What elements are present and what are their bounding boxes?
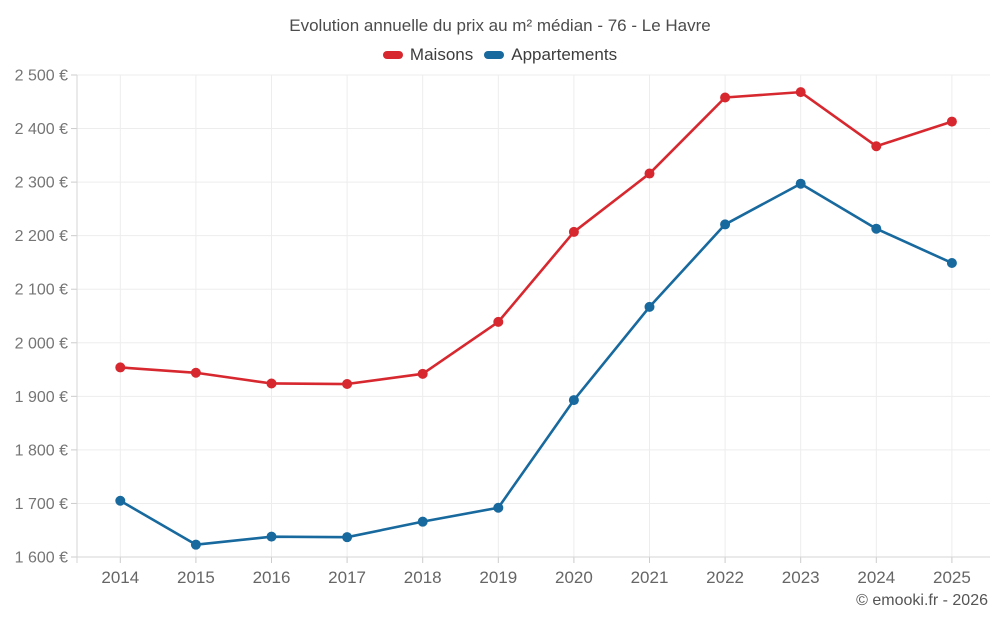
y-tick-label: 1 800 € bbox=[15, 442, 68, 459]
x-tick-label: 2021 bbox=[631, 568, 669, 587]
data-point-maisons-2018[interactable] bbox=[417, 368, 428, 379]
data-point-maisons-2015[interactable] bbox=[190, 367, 201, 378]
data-point-appartements-2014[interactable] bbox=[115, 495, 126, 506]
x-tick-label: 2019 bbox=[479, 568, 517, 587]
data-point-maisons-2016[interactable] bbox=[266, 378, 277, 389]
x-tick-label: 2015 bbox=[177, 568, 215, 587]
data-point-appartements-2021[interactable] bbox=[644, 301, 655, 312]
legend-item-appartements[interactable]: Appartements bbox=[484, 45, 617, 65]
chart-legend: Maisons Appartements bbox=[0, 45, 1000, 65]
y-tick-label: 1 600 € bbox=[15, 550, 68, 567]
data-point-appartements-2016[interactable] bbox=[266, 531, 277, 542]
x-tick-label: 2024 bbox=[857, 568, 895, 587]
data-point-maisons-2022[interactable] bbox=[720, 92, 731, 103]
series-line-appartements bbox=[119, 182, 954, 546]
legend-label-maisons: Maisons bbox=[409, 45, 474, 64]
legend-label-appartements: Appartements bbox=[511, 45, 618, 64]
y-tick-label: 2 300 € bbox=[15, 175, 68, 192]
data-point-appartements-2025[interactable] bbox=[946, 257, 957, 268]
y-tick-label: 2 000 € bbox=[15, 335, 68, 352]
x-tick-label: 2022 bbox=[706, 568, 744, 587]
chart-title: Evolution annuelle du prix au m² médian … bbox=[289, 16, 711, 35]
x-tick-label: 2016 bbox=[253, 568, 291, 587]
copyright-footer: © emooki.fr - 2026 bbox=[856, 592, 988, 609]
data-point-appartements-2018[interactable] bbox=[417, 516, 428, 527]
data-point-appartements-2022[interactable] bbox=[720, 219, 731, 230]
data-point-appartements-2015[interactable] bbox=[190, 539, 201, 550]
data-point-appartements-2019[interactable] bbox=[493, 502, 504, 513]
data-point-appartements-2020[interactable] bbox=[568, 395, 579, 406]
x-tick-label: 2014 bbox=[101, 568, 139, 587]
data-point-maisons-2019[interactable] bbox=[493, 316, 504, 327]
data-point-maisons-2017[interactable] bbox=[342, 379, 353, 390]
data-point-appartements-2023[interactable] bbox=[795, 178, 806, 189]
maisons-swatch-icon bbox=[382, 51, 403, 59]
data-point-maisons-2023[interactable] bbox=[795, 87, 806, 98]
data-point-appartements-2024[interactable] bbox=[871, 223, 882, 234]
data-point-maisons-2025[interactable] bbox=[946, 116, 957, 127]
data-point-appartements-2017[interactable] bbox=[342, 532, 353, 543]
y-tick-label: 1 700 € bbox=[15, 496, 68, 513]
y-tick-label: 2 100 € bbox=[15, 282, 68, 299]
appartements-swatch-icon bbox=[484, 51, 505, 59]
y-tick-label: 2 500 € bbox=[15, 68, 68, 85]
x-tick-label: 2023 bbox=[782, 568, 820, 587]
y-tick-label: 1 900 € bbox=[15, 389, 68, 406]
y-tick-label: 2 200 € bbox=[15, 228, 68, 245]
y-tick-label: 2 400 € bbox=[15, 121, 68, 138]
data-point-maisons-2020[interactable] bbox=[568, 226, 579, 237]
x-tick-label: 2018 bbox=[404, 568, 442, 587]
data-point-maisons-2021[interactable] bbox=[644, 168, 655, 179]
x-tick-label: 2017 bbox=[328, 568, 366, 587]
series-line-maisons bbox=[119, 90, 954, 386]
x-tick-label: 2020 bbox=[555, 568, 593, 587]
data-point-maisons-2024[interactable] bbox=[871, 141, 882, 152]
data-point-maisons-2014[interactable] bbox=[115, 362, 126, 373]
legend-item-maisons[interactable]: Maisons bbox=[382, 45, 474, 65]
x-tick-label: 2025 bbox=[933, 568, 971, 587]
